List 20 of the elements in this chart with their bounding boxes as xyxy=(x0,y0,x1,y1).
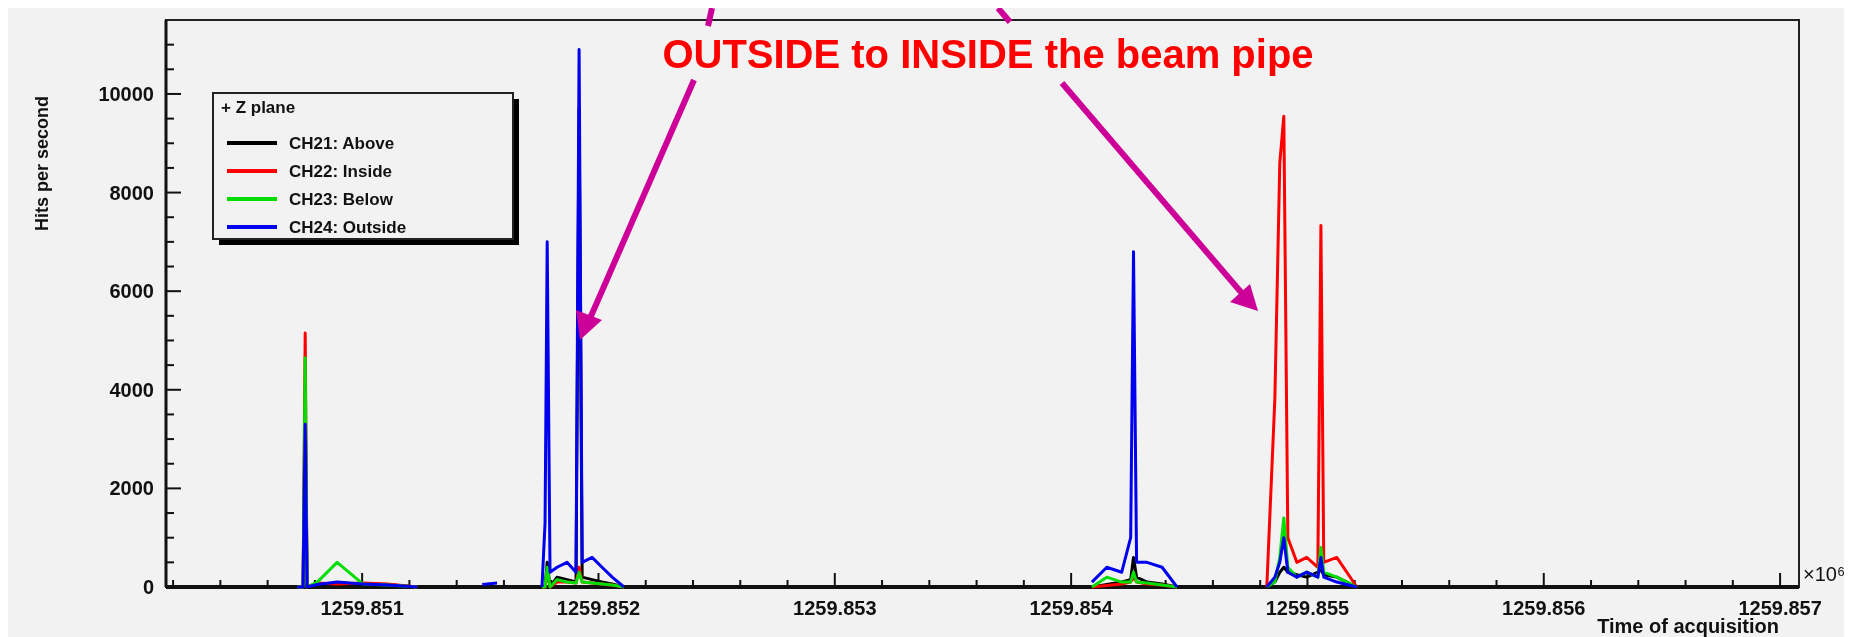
y-tick-label: 8000 xyxy=(109,181,154,204)
legend-title: + Z plane xyxy=(221,98,296,117)
annotation: OUTSIDE to INSIDE the beam pipe xyxy=(662,32,1314,76)
x-tick-label: 1259.854 xyxy=(1029,597,1114,619)
y-tick-label: 4000 xyxy=(109,378,154,401)
y-tick-label: 6000 xyxy=(109,280,154,303)
legend-label: CH22: Inside xyxy=(289,161,392,181)
y-tick-label: 10000 xyxy=(98,82,154,105)
legend-label: CH24: Outside xyxy=(289,217,407,237)
text: ×10⁶ xyxy=(1803,563,1846,585)
y-tick-label: 0 xyxy=(142,576,154,598)
y-axis-title: Hits per second xyxy=(32,95,52,232)
legend-label: CH23: Below xyxy=(289,189,394,209)
x-tick-label: 1259.855 xyxy=(1265,597,1350,619)
x-tick-label: 1259.856 xyxy=(1502,597,1586,619)
y-tick-label: 2000 xyxy=(109,477,154,500)
legend-label: CH21: Above xyxy=(289,133,395,153)
x-tick-label: 1259.851 xyxy=(320,597,404,619)
x-tick-label: 1259.852 xyxy=(556,597,641,619)
x-tick-label: 1259.853 xyxy=(793,597,877,619)
